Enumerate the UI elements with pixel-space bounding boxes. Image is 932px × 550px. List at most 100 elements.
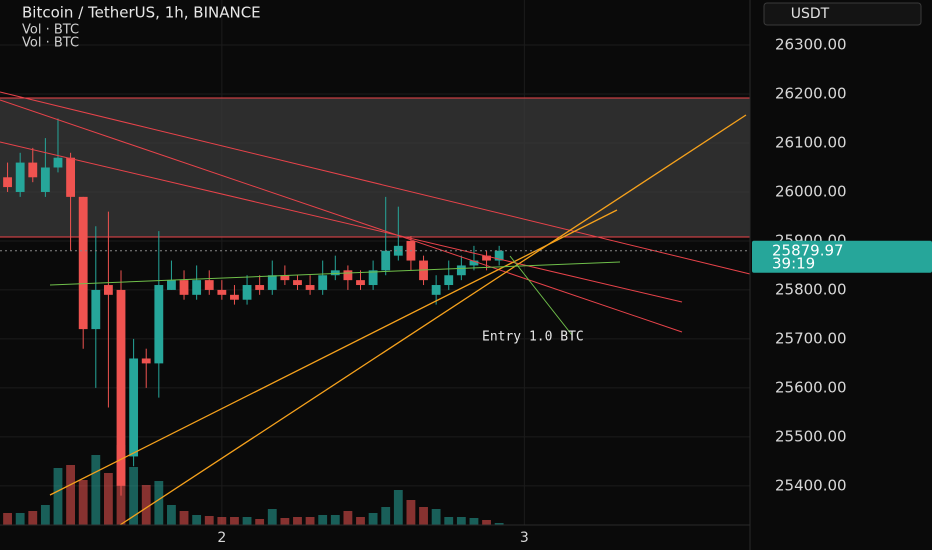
candle-body xyxy=(167,280,176,290)
candle-body xyxy=(431,285,441,295)
trend-line xyxy=(0,141,683,303)
zone xyxy=(0,98,750,237)
indicator: Vol · BTC xyxy=(22,23,79,38)
candle-body xyxy=(129,358,139,457)
candle-body xyxy=(53,157,63,168)
trend-line xyxy=(119,114,747,526)
candle-body xyxy=(381,250,391,271)
volume-bar xyxy=(469,518,479,525)
volume-bar xyxy=(129,467,139,525)
currency[interactable]: USDT xyxy=(791,6,830,22)
candle-body xyxy=(469,260,479,266)
trend-line xyxy=(0,99,683,333)
candle-body xyxy=(255,285,265,290)
candle-body xyxy=(242,285,252,300)
volume-bar xyxy=(368,513,378,525)
last-price-box xyxy=(752,240,932,273)
volume-bar xyxy=(217,517,227,525)
volume-bar xyxy=(192,515,202,525)
candle-body xyxy=(267,275,277,290)
volume-bar xyxy=(15,513,25,525)
candle-body xyxy=(78,196,88,330)
y-tick-label: 26300.00 xyxy=(775,36,847,54)
volume-bar xyxy=(40,505,50,525)
volume-bar xyxy=(66,465,75,525)
candle-body xyxy=(393,245,403,256)
candle-body xyxy=(204,280,214,290)
annotation: Entry 1.0 BTC xyxy=(482,330,584,345)
countdown: 39:19 xyxy=(772,254,815,272)
candle-body xyxy=(293,280,302,286)
volume-bar xyxy=(356,517,365,525)
volume-bar xyxy=(393,490,403,525)
candle-body xyxy=(356,280,365,286)
volume-bar xyxy=(242,517,252,525)
candle-body xyxy=(230,294,239,300)
volume-bar xyxy=(179,511,189,525)
candles xyxy=(3,118,504,496)
volume-bar xyxy=(318,515,328,525)
y-tick-label: 26000.00 xyxy=(775,182,847,200)
volume-bar xyxy=(141,485,151,525)
y-tick-label: 26200.00 xyxy=(775,85,847,103)
candle-body xyxy=(28,162,38,178)
candle-body xyxy=(318,275,328,290)
candle-body xyxy=(368,270,378,286)
volume-bar xyxy=(305,517,315,525)
trend-line xyxy=(0,91,751,275)
volume-bar xyxy=(103,473,113,525)
volume-bar xyxy=(3,513,12,525)
volume-bar xyxy=(406,500,416,525)
y-tick-label: 25800.00 xyxy=(775,280,847,298)
candle-body xyxy=(494,250,504,261)
candle-body xyxy=(456,265,466,276)
volume-bar xyxy=(456,517,466,525)
candle-body xyxy=(40,167,50,192)
volume-bar xyxy=(293,517,302,525)
y-tick-label: 25400.00 xyxy=(775,476,847,494)
candle-body xyxy=(217,289,227,295)
candle-body xyxy=(103,285,113,295)
y-tick-label: 25700.00 xyxy=(775,329,847,347)
volume-bar xyxy=(154,481,164,525)
candle-body xyxy=(343,270,353,281)
volume-bar xyxy=(280,518,290,525)
volume-bar xyxy=(444,517,454,525)
candle-body xyxy=(305,285,315,290)
volume-bar xyxy=(28,511,38,525)
candle-body xyxy=(482,255,491,261)
trend-line xyxy=(509,255,573,336)
trend-line xyxy=(49,209,618,496)
volume-bar xyxy=(494,523,504,525)
trend-line xyxy=(49,261,621,286)
candle-body xyxy=(91,289,101,330)
candle-body xyxy=(3,177,12,188)
y-tick-label: 26100.00 xyxy=(775,134,847,152)
candle-body xyxy=(192,280,202,295)
currency-button[interactable] xyxy=(763,2,922,26)
candle-body xyxy=(116,289,126,486)
y-tick-label: 25600.00 xyxy=(775,378,847,396)
candle-body xyxy=(179,280,189,295)
volume-bar xyxy=(381,507,391,525)
volume-bar xyxy=(482,520,491,525)
x-tick-label: 2 xyxy=(217,530,226,546)
y-tick-label: 25500.00 xyxy=(775,427,847,445)
volume-bar xyxy=(343,511,353,525)
volume-bar xyxy=(53,468,63,525)
last-price: 25879.97 xyxy=(772,241,844,259)
candle-body xyxy=(280,275,290,281)
volume-bar xyxy=(267,509,277,525)
volume-bar xyxy=(419,507,428,525)
volume-bar xyxy=(204,516,214,525)
volume-bar xyxy=(91,455,101,525)
volume-bar xyxy=(167,505,176,525)
volume-bar xyxy=(78,480,88,525)
drawings xyxy=(0,91,751,526)
title: Bitcoin / TetherUS, 1h, BINANCE xyxy=(22,4,261,22)
volume-bar xyxy=(431,509,441,525)
volume-bar xyxy=(330,515,340,525)
candle-body xyxy=(66,157,75,197)
